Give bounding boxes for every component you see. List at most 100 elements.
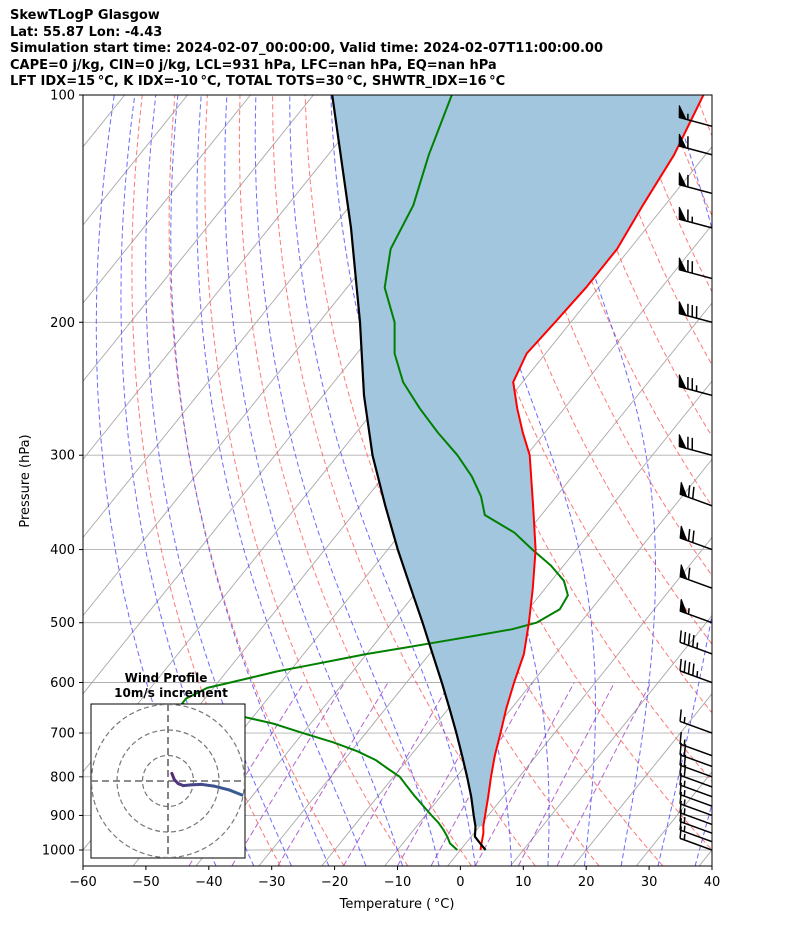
chart-title: SkewTLogP Glasgow [10, 8, 160, 23]
x-tick-label: −50 [132, 875, 159, 890]
y-tick-label: 100 [50, 89, 75, 104]
hodograph-segment [189, 782, 203, 787]
hodograph-title: Wind Profile [125, 671, 208, 685]
dry-adiabat [435, 95, 712, 714]
isotherm [83, 95, 251, 304]
time-text: Simulation start time: 2024-02-07_00:00:… [10, 41, 603, 57]
x-tick-label: 30 [641, 875, 658, 890]
mixing-ratio-line [342, 682, 451, 866]
hodograph-segment [212, 784, 231, 792]
axis-ticks: −60 −50 −40 −30 −20 −10 0 10 20 30 40 1000 900 800 700… [42, 89, 720, 891]
stability-indices-text: CAPE=0 j/kg, CIN=0 j/kg, LCL=931 hPa, LF… [10, 57, 497, 73]
wind-barb [678, 301, 712, 324]
isotherm [83, 95, 440, 539]
moist-adiabat [224, 95, 404, 866]
wind-barb [678, 434, 712, 456]
y-tick-label: 400 [50, 543, 75, 558]
wind-barb [679, 732, 712, 757]
x-tick-label: 10 [515, 875, 532, 890]
y-tick-label: 1000 [42, 844, 75, 859]
y-tick-label: 600 [50, 676, 75, 691]
isotherm [762, 95, 794, 866]
hodograph-ring [91, 704, 245, 858]
isotherm [83, 95, 377, 461]
parcel-line [331, 95, 487, 851]
isotherm [572, 693, 712, 866]
sounding-indices-text: LFT IDX=15 °C, K IDX=-10 °C, TOTAL TOTS=… [10, 74, 506, 90]
dry-adiabat [761, 95, 794, 866]
pressure-gridlines [83, 95, 712, 851]
wind-barb [679, 826, 712, 851]
cape-cin-shading [332, 95, 704, 827]
y-tick-label: 300 [50, 449, 75, 464]
moist-adiabat [145, 95, 292, 866]
hodograph-segment [199, 782, 216, 788]
dry-adiabat [695, 95, 712, 137]
wind-barb [679, 800, 712, 826]
isotherm [510, 614, 712, 866]
x-tick-label: −10 [384, 875, 411, 890]
dry-adiabat [402, 95, 712, 782]
wind-barb [679, 809, 712, 834]
location-text: Lat: 55.87 Lon: -4.43 [10, 24, 163, 40]
dry-adiabat [729, 95, 794, 866]
wind-barb [678, 172, 712, 195]
wind-barb [679, 564, 712, 589]
dry-adiabat [532, 95, 712, 508]
mixing-ratio-line [277, 682, 389, 866]
wind-barb [679, 782, 712, 807]
hodograph-subtitle: 10m/s increment [114, 686, 228, 700]
dry-adiabat [272, 95, 536, 866]
y-tick-label: 700 [50, 727, 75, 742]
x-tick-label: −30 [258, 875, 285, 890]
x-tick-label: −40 [195, 875, 222, 890]
hodograph-segment [227, 788, 244, 797]
moist-adiabat [170, 95, 330, 866]
chart-header: SkewTLogP Glasgow Lat: 55.87 Lon: -4.43 … [10, 8, 603, 91]
wind-barb [679, 818, 712, 843]
wind-barb [679, 598, 712, 624]
wind-barb [678, 257, 712, 280]
wind-barb [679, 482, 712, 507]
dry-adiabat [204, 95, 409, 866]
moist-adiabat [450, 95, 596, 866]
x-tick-label: 0 [456, 875, 464, 890]
moist-adiabat [289, 95, 476, 866]
y-tick-label: 800 [50, 770, 75, 785]
x-tick-label: 20 [578, 875, 595, 890]
x-axis-label: Temperature ( °C) [339, 897, 455, 912]
dry-adiabat [238, 95, 473, 866]
moist-adiabat [732, 95, 794, 866]
x-tick-label: −20 [321, 875, 348, 890]
wind-barb [679, 791, 712, 817]
isotherm [447, 536, 712, 866]
wind-barb [678, 105, 712, 127]
x-tick-label: −60 [69, 875, 96, 890]
moist-adiabat [254, 95, 440, 866]
y-axis-label: Pressure (hPa) [18, 434, 33, 527]
wind-barb [678, 206, 712, 229]
hodograph-inset: Wind Profile 10m/s increment [90, 671, 246, 859]
dry-adiabat [663, 95, 712, 217]
dry-adiabat [500, 95, 712, 577]
dewpoint-line [180, 95, 569, 851]
wind-barb [679, 709, 712, 734]
mixing-ratio-line [474, 682, 575, 866]
wind-barb [678, 133, 712, 156]
wind-barb [678, 374, 712, 397]
moist-adiabat [657, 95, 712, 866]
isotherm [698, 849, 712, 866]
profile-lines [180, 95, 705, 851]
wind-barb [679, 658, 712, 684]
temperature-line [479, 95, 705, 851]
x-tick-label: 40 [704, 875, 721, 890]
isotherm [83, 95, 314, 382]
isotherm [321, 380, 712, 866]
y-tick-label: 500 [50, 616, 75, 631]
isotherm [83, 95, 188, 226]
y-tick-label: 900 [50, 809, 75, 824]
mixing-ratio-line [231, 682, 346, 866]
dry-adiabat [131, 95, 281, 866]
isotherm [258, 302, 712, 866]
